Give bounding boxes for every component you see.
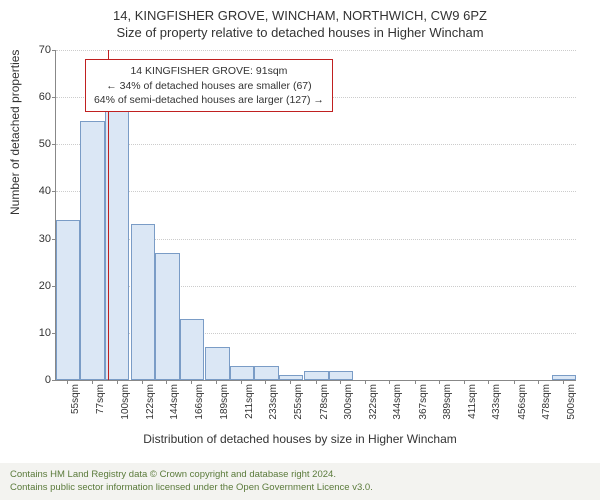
histogram-bar <box>254 366 278 380</box>
x-tick-label: 166sqm <box>194 384 205 420</box>
gridline <box>56 144 576 145</box>
x-tick-mark <box>216 380 217 384</box>
x-tick-label: 322sqm <box>368 384 379 420</box>
x-tick-mark <box>290 380 291 384</box>
x-tick-mark <box>241 380 242 384</box>
y-tick-label: 40 <box>21 185 51 197</box>
histogram-bar <box>131 224 155 380</box>
x-tick-label: 433sqm <box>491 384 502 420</box>
x-tick-mark <box>538 380 539 384</box>
x-tick-mark <box>142 380 143 384</box>
x-tick-label: 344sqm <box>392 384 403 420</box>
chart-container: 14, KINGFISHER GROVE, WINCHAM, NORTHWICH… <box>0 0 600 500</box>
y-tick-mark <box>52 191 56 192</box>
x-tick-mark <box>67 380 68 384</box>
histogram-bar <box>155 253 179 380</box>
x-axis-ticks: 55sqm 77sqm 100sqm 122sqm 144sqm 166sqm 189sqm… <box>55 380 575 430</box>
x-tick-mark <box>340 380 341 384</box>
gridline <box>56 191 576 192</box>
title-main: 14, KINGFISHER GROVE, WINCHAM, NORTHWICH… <box>0 0 600 23</box>
x-tick-label: 478sqm <box>541 384 552 420</box>
x-tick-label: 211sqm <box>244 384 255 419</box>
x-tick-label: 55sqm <box>70 384 81 414</box>
footer-attribution: Contains HM Land Registry data © Crown c… <box>0 463 600 500</box>
x-tick-label: 389sqm <box>442 384 453 420</box>
x-tick-label: 456sqm <box>517 384 528 420</box>
x-tick-mark <box>389 380 390 384</box>
x-tick-label: 411sqm <box>467 384 478 419</box>
x-tick-mark <box>464 380 465 384</box>
gridline <box>56 50 576 51</box>
y-tick-label: 50 <box>21 138 51 150</box>
annotation-line: ← 34% of detached houses are smaller (67… <box>94 79 324 93</box>
x-tick-mark <box>166 380 167 384</box>
y-tick-label: 30 <box>21 233 51 245</box>
x-tick-mark <box>92 380 93 384</box>
histogram-bar <box>329 371 353 380</box>
y-tick-label: 70 <box>21 44 51 56</box>
x-tick-mark <box>265 380 266 384</box>
x-tick-mark <box>514 380 515 384</box>
histogram-bar <box>80 121 104 380</box>
x-tick-mark <box>415 380 416 384</box>
annotation-line: 14 KINGFISHER GROVE: 91sqm <box>94 64 324 78</box>
x-tick-label: 300sqm <box>343 384 354 420</box>
histogram-bar <box>180 319 204 380</box>
x-tick-label: 278sqm <box>319 384 330 420</box>
y-tick-label: 10 <box>21 327 51 339</box>
x-tick-mark <box>365 380 366 384</box>
x-axis-label: Distribution of detached houses by size … <box>0 432 600 446</box>
x-tick-mark <box>316 380 317 384</box>
y-tick-label: 20 <box>21 280 51 292</box>
y-tick-label: 60 <box>21 91 51 103</box>
x-tick-label: 189sqm <box>219 384 230 420</box>
x-tick-mark <box>439 380 440 384</box>
footer-line1: Contains HM Land Registry data © Crown c… <box>10 469 590 481</box>
annotation-box: 14 KINGFISHER GROVE: 91sqm← 34% of detac… <box>85 59 333 112</box>
x-tick-label: 144sqm <box>169 384 180 420</box>
y-tick-mark <box>52 97 56 98</box>
x-tick-mark <box>488 380 489 384</box>
x-tick-label: 122sqm <box>145 384 156 420</box>
y-tick-mark <box>52 144 56 145</box>
title-subtitle: Size of property relative to detached ho… <box>0 23 600 40</box>
histogram-bar <box>205 347 229 380</box>
x-tick-label: 233sqm <box>268 384 279 420</box>
y-tick-label: 0 <box>21 374 51 386</box>
x-tick-mark <box>191 380 192 384</box>
x-tick-label: 77sqm <box>95 384 106 414</box>
histogram-bar <box>56 220 80 380</box>
x-tick-label: 367sqm <box>418 384 429 420</box>
y-axis-ticks: 010203040506070 <box>20 50 55 380</box>
x-tick-label: 100sqm <box>120 384 131 420</box>
x-tick-mark <box>117 380 118 384</box>
plot-area: 14 KINGFISHER GROVE: 91sqm← 34% of detac… <box>55 50 576 381</box>
histogram-bar <box>304 371 328 380</box>
y-tick-mark <box>52 50 56 51</box>
histogram-bar <box>230 366 254 380</box>
x-tick-mark <box>563 380 564 384</box>
x-tick-label: 255sqm <box>293 384 304 420</box>
annotation-line: 64% of semi-detached houses are larger (… <box>94 93 324 107</box>
footer-line2: Contains public sector information licen… <box>10 482 590 494</box>
x-tick-label: 500sqm <box>566 384 577 420</box>
